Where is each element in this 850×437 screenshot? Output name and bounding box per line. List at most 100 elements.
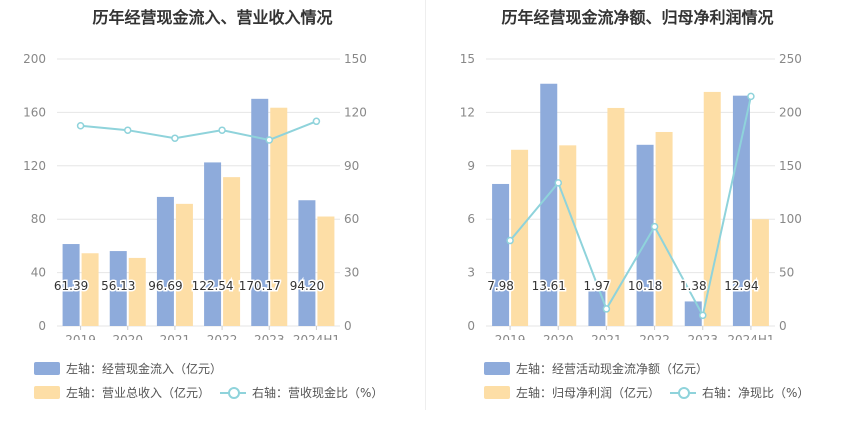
- data-label: 56.13: [101, 279, 135, 293]
- legend-label: 左轴：归母净利润（亿元）: [516, 386, 661, 400]
- ratio-point: [602, 305, 611, 313]
- y-right-tick-label: 50: [779, 266, 794, 280]
- ratio-point: [312, 117, 321, 126]
- legend-item-cash-inflow[interactable]: 左轴：经营现金流入（亿元）: [34, 360, 222, 377]
- bar-secondary: [511, 149, 529, 326]
- y-left-tick-label: 200: [23, 52, 46, 66]
- x-tick-label: 2019: [65, 333, 96, 340]
- x-tick-label: 2023: [687, 333, 718, 340]
- y-left-tick-label: 160: [23, 105, 46, 119]
- chart-title: 历年经营现金流入、营业收入情况: [92, 8, 333, 27]
- legend-label: 左轴：经营现金流入（亿元）: [66, 362, 223, 376]
- bar-secondary: [607, 107, 625, 326]
- chart-canvas: 0 40 80 120 160 200 0 30 60 90 120 150 2019 2020 2021 2…: [23, 52, 367, 340]
- y-left-tick-label: 6: [467, 212, 475, 226]
- chart-panel-net-cash: 历年经营现金流净额、归母净利润情况 0 3 6 9 12 15 0 50 100 150 200 25…: [425, 0, 850, 437]
- y-right-tick-label: 150: [779, 159, 802, 173]
- x-tick-label: 2024H1: [727, 333, 774, 340]
- legend-line-marker: [670, 386, 696, 399]
- y-right-tick-label: 0: [779, 319, 787, 333]
- ratio-point: [699, 311, 707, 320]
- y-right-tick-label: 60: [344, 212, 359, 226]
- x-tick-label: 2021: [160, 333, 191, 340]
- bar-primary: [636, 144, 654, 326]
- bar-primary: [156, 196, 174, 326]
- y-left-tick-label: 120: [23, 159, 46, 173]
- ratio-point: [506, 236, 514, 245]
- bar-primary: [540, 83, 558, 326]
- x-tick-label: 2024H1: [293, 333, 340, 340]
- y-right-tick-label: 100: [779, 212, 802, 226]
- data-label: 7.98: [487, 279, 514, 293]
- y-left-tick-label: 12: [460, 105, 475, 119]
- bar-secondary: [559, 145, 577, 326]
- bar-primary: [298, 200, 316, 326]
- data-label: 122.54: [192, 279, 234, 293]
- legend-swatch: [34, 362, 60, 375]
- ratio-point: [76, 122, 85, 130]
- bar-primary: [684, 301, 702, 326]
- legend-swatch: [484, 362, 510, 375]
- bar-primary: [204, 162, 222, 326]
- y-right-tick-label: 0: [344, 319, 352, 333]
- data-label: 61.39: [54, 279, 88, 293]
- x-tick-label: 2019: [495, 333, 526, 340]
- legend-swatch: [484, 386, 510, 399]
- data-label: 1.38: [680, 279, 707, 293]
- data-label: 94.20: [290, 279, 324, 293]
- y-left-tick-label: 3: [467, 266, 475, 280]
- bar-secondary: [317, 216, 335, 326]
- y-left-tick-label: 40: [31, 266, 46, 280]
- bar-primary: [588, 290, 606, 326]
- bar-primary: [62, 244, 80, 326]
- chart-title: 历年经营现金流净额、归母净利润情况: [501, 8, 774, 27]
- data-label: 1.97: [584, 279, 611, 293]
- data-label: 12.94: [724, 279, 758, 293]
- x-tick-label: 2022: [639, 333, 670, 340]
- bar-secondary: [223, 177, 241, 326]
- y-left-tick-label: 0: [467, 319, 475, 333]
- ratio-line: [80, 120, 317, 142]
- ratio-point: [171, 134, 179, 142]
- x-tick-label: 2020: [543, 333, 574, 340]
- bar-primary: [251, 98, 269, 326]
- y-right-tick-label: 250: [779, 52, 802, 66]
- bar-primary: [732, 95, 750, 326]
- ratio-point: [554, 179, 562, 187]
- legend-swatch: [34, 386, 60, 399]
- ratio-point: [650, 222, 659, 231]
- bar-secondary: [175, 203, 193, 326]
- bar-secondary: [703, 91, 721, 327]
- x-tick-label: 2020: [112, 333, 143, 340]
- data-label: 96.69: [148, 279, 182, 293]
- legend-line-marker: [220, 386, 246, 399]
- ratio-point: [218, 126, 226, 134]
- y-right-tick-label: 150: [344, 52, 367, 66]
- bar-secondary: [655, 131, 673, 326]
- y-right-tick-label: 200: [779, 105, 802, 119]
- legend-label: 右轴：营收现金比（%）: [252, 386, 384, 400]
- legend-item-cash-ratio[interactable]: 右轴：营收现金比（%）: [220, 384, 383, 401]
- legend-item-net-cash[interactable]: 左轴：经营活动现金流净额（亿元）: [484, 360, 708, 377]
- bar-secondary: [751, 219, 769, 326]
- y-left-tick-label: 9: [467, 159, 475, 173]
- x-tick-label: 2021: [591, 333, 622, 340]
- legend-item-revenue[interactable]: 左轴：营业总收入（亿元）: [34, 384, 210, 401]
- ratio-point: [747, 92, 755, 101]
- ratio-line: [509, 96, 752, 319]
- bar-primary: [109, 251, 127, 326]
- chart-panel-cash-inflow: 历年经营现金流入、营业收入情况 0 40 80 120 160 200 0 30 60 90 120…: [23, 8, 383, 401]
- y-left-tick-label: 15: [460, 52, 475, 66]
- panel-divider: [425, 0, 426, 410]
- ratio-point: [265, 136, 273, 144]
- legend-item-net-profit[interactable]: 左轴：归母净利润（亿元）: [484, 384, 660, 401]
- y-right-tick-label: 120: [344, 105, 367, 119]
- ratio-point: [124, 126, 132, 134]
- bar-secondary: [128, 257, 146, 326]
- bar-secondary: [81, 253, 99, 326]
- y-right-tick-label: 30: [344, 266, 359, 280]
- y-left-tick-label: 80: [31, 212, 46, 226]
- data-label: 170.17: [239, 279, 281, 293]
- y-right-tick-label: 90: [344, 159, 359, 173]
- legend-item-net-cash-ratio[interactable]: 右轴：净现比（%）: [670, 384, 809, 401]
